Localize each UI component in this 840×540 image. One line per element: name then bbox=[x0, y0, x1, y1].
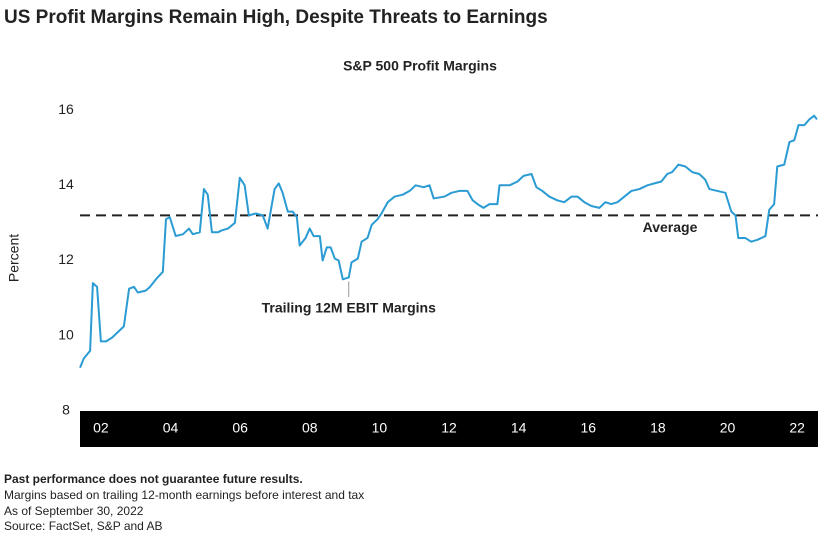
y-tick-label: 16 bbox=[58, 101, 74, 117]
y-axis-label: Percent bbox=[6, 234, 22, 282]
note: As of September 30, 2022 bbox=[4, 504, 144, 518]
x-axis-band bbox=[80, 411, 818, 447]
x-tick-label: 12 bbox=[441, 420, 457, 436]
x-tick-label: 14 bbox=[511, 420, 527, 436]
x-tick-label: 18 bbox=[650, 420, 666, 436]
x-tick-label: 06 bbox=[232, 420, 248, 436]
series-line bbox=[79, 114, 818, 369]
x-tick-label: 16 bbox=[580, 420, 596, 436]
y-tick-label: 12 bbox=[58, 251, 74, 267]
note: Source: FactSet, S&P and AB bbox=[4, 519, 163, 533]
x-tick-label: 08 bbox=[302, 420, 318, 436]
chart-title: US Profit Margins Remain High, Despite T… bbox=[4, 7, 548, 28]
x-tick-label: 10 bbox=[372, 420, 388, 436]
y-tick-label: 8 bbox=[62, 402, 70, 418]
average-label: Average bbox=[643, 219, 698, 235]
note: Past performance does not guarantee futu… bbox=[4, 472, 303, 486]
note: Margins based on trailing 12-month earni… bbox=[4, 488, 364, 502]
chart-subtitle: S&P 500 Profit Margins bbox=[343, 58, 497, 74]
x-tick-label: 02 bbox=[93, 420, 109, 436]
x-tick-label: 20 bbox=[720, 420, 736, 436]
x-tick-label: 22 bbox=[789, 420, 805, 436]
x-tick-label: 04 bbox=[163, 420, 179, 436]
series-label: Trailing 12M EBIT Margins bbox=[262, 300, 436, 316]
y-tick-label: 14 bbox=[58, 176, 74, 192]
y-tick-label: 10 bbox=[58, 326, 74, 342]
